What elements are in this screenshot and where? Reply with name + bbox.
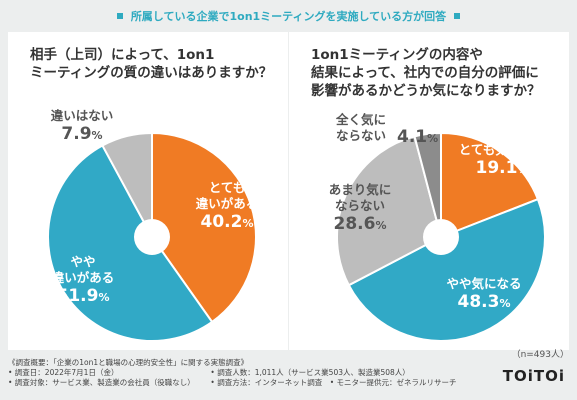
left-slice-1 <box>47 144 214 342</box>
left-chart-panel: 相手（上司）によって、1on1 ミーティングの質の違いはありますか？ とても 違… <box>8 32 288 350</box>
left-label-totemo-text: とても 違いがある <box>195 180 259 211</box>
right-label-mattaku: 全く気に ならない <box>323 112 399 144</box>
left-label-totemo: とても 違いがある 40.2% <box>186 180 268 232</box>
right-slice-1 <box>347 197 546 342</box>
left-label-nai: 違いはない 7.9% <box>42 108 122 144</box>
footer-method: • 調査方法：インターネット調査 • モニター提供元：ゼネラルリサーチ <box>210 378 457 387</box>
footer-people: • 調査人数：1,011人（サービス業503人、製造業508人） <box>210 368 410 377</box>
left-slice-0 <box>151 131 257 324</box>
right-slice-0 <box>440 131 540 239</box>
left-label-yaya: やや 違いがある 51.9% <box>40 254 126 306</box>
footer-summary: 《調査概要：「企業の1on1と職場の心理的安全性」に関する実態調査》 <box>8 358 249 367</box>
left-question: 相手（上司）によって、1on1 ミーティングの質の違いはありますか？ <box>30 47 273 81</box>
right-label-yaya-value: 48.3% <box>457 292 511 312</box>
survey-footer: 《調査概要：「企業の1on1と職場の心理的安全性」に関する実態調査》 • 調査日… <box>8 358 569 398</box>
right-chart-panel: 1on1ミーティングの内容や 結果によって、社内での自分の評価に 影響があるかど… <box>289 32 569 350</box>
right-label-mattaku-text: 全く気に ならない <box>335 112 386 143</box>
right-question: 1on1ミーティングの内容や 結果によって、社内での自分の評価に 影響があるかど… <box>311 47 541 99</box>
right-donut-hole <box>423 219 459 255</box>
header-title: 所属している企業で1on1ミーティングを実施している方が回答 <box>130 10 447 23</box>
right-pie-chart <box>336 131 546 342</box>
right-label-yaya: やや気になる 48.3% <box>429 276 539 312</box>
right-label-amari-value: 28.6% <box>333 214 387 234</box>
right-label-totemo: とても気になる 19.1% <box>447 142 557 178</box>
left-label-nai-value: 7.9% <box>61 124 103 144</box>
right-slice-2 <box>336 135 443 287</box>
header-banner: 所属している企業で1on1ミーティングを実施している方が回答 <box>0 0 577 32</box>
left-donut-hole <box>134 219 170 255</box>
left-label-yaya-text: やや 違いがある <box>51 254 115 285</box>
right-label-totemo-text: とても気になる <box>458 142 546 157</box>
left-pie-chart <box>47 131 257 342</box>
left-label-yaya-value: 51.9% <box>56 286 110 306</box>
footer-date: • 調査日：2022年7月1日（金） <box>8 368 119 377</box>
right-label-totemo-value: 19.1% <box>475 158 529 178</box>
right-label-amari: あまり気に ならない 28.6% <box>315 182 405 234</box>
left-slice-2 <box>101 131 153 238</box>
toitoi-logo: TOiTOi <box>502 367 565 385</box>
left-label-nai-text: 違いはない <box>50 108 114 123</box>
sample-size-note: （n=493人） <box>511 350 569 360</box>
square-icon <box>454 13 461 19</box>
right-label-amari-text: あまり気に ならない <box>328 182 392 213</box>
right-slice-3 <box>413 131 442 238</box>
right-label-mattaku-value: 4.1% <box>397 127 439 147</box>
square-icon <box>116 13 123 19</box>
right-label-yaya-text: やや気になる <box>446 276 522 291</box>
left-label-totemo-value: 40.2% <box>200 212 254 232</box>
footer-target: • 調査対象：サービス業、製造業の会社員（役職なし） <box>8 378 195 387</box>
